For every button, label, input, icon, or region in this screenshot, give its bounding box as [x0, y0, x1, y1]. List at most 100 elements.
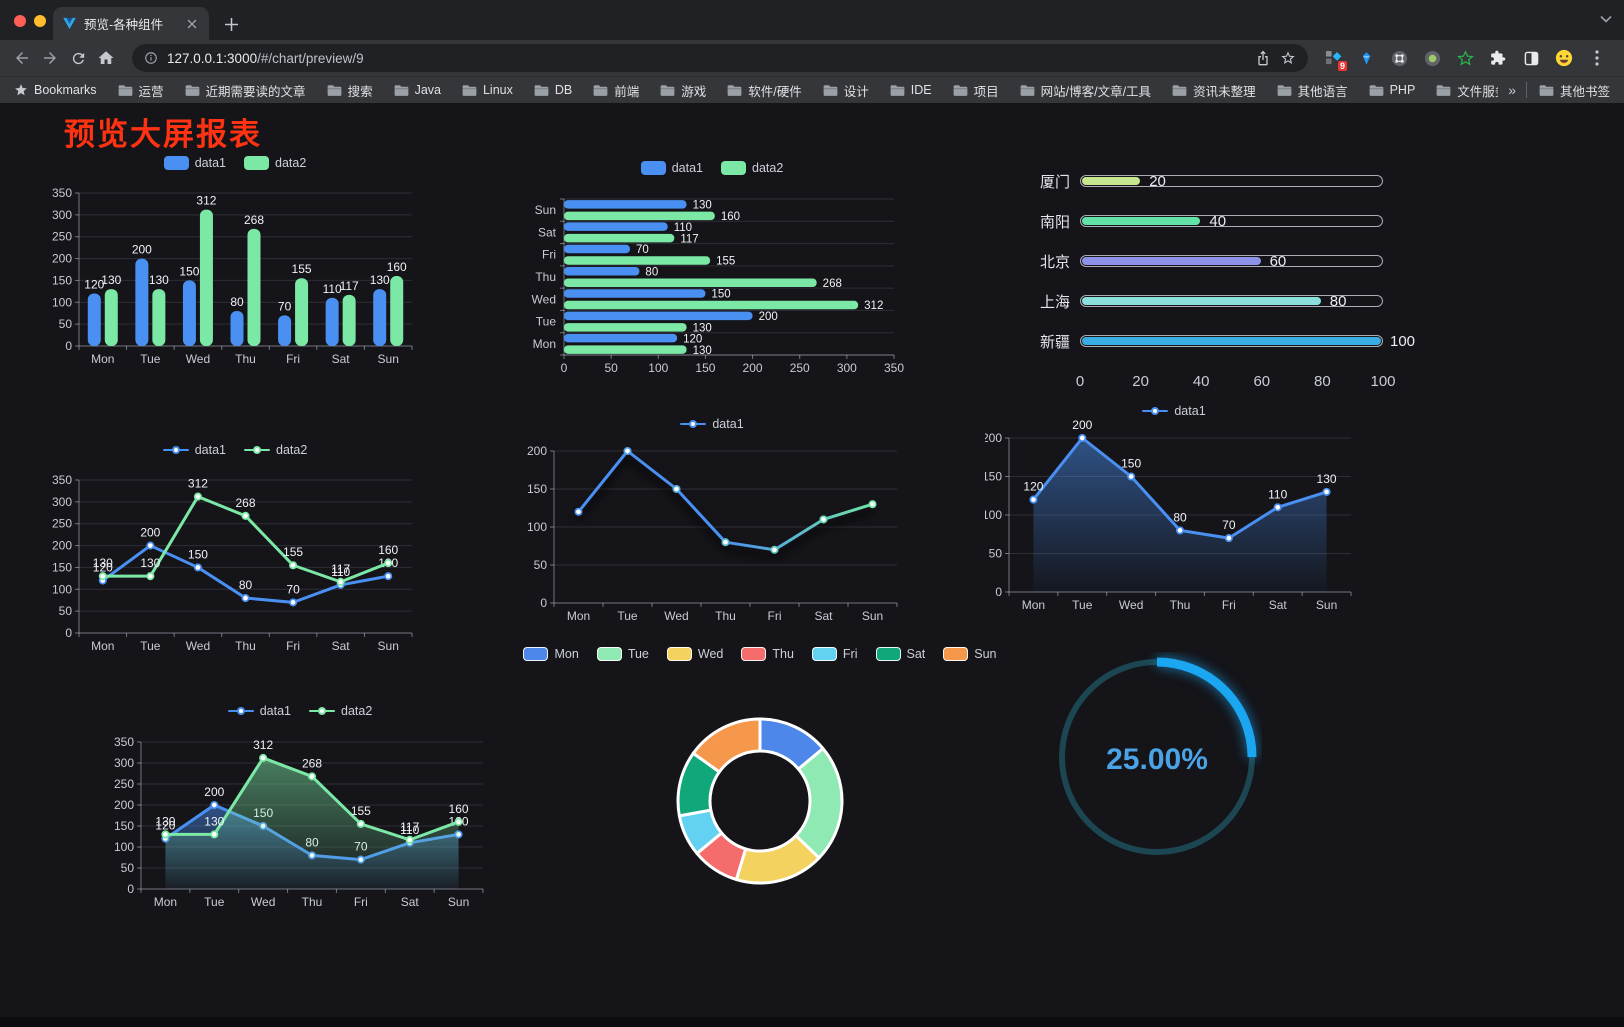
extension-monkey-icon[interactable]: 9: [1323, 48, 1347, 71]
progress-bar-chart: 厦门 20 南阳 40 北京 60 上海 80 新疆 100 0 20 40 60 80 100: [1000, 161, 1424, 401]
svg-text:Thu: Thu: [302, 895, 323, 909]
bookmark-star-button[interactable]: [1280, 50, 1296, 66]
tab-close-icon[interactable]: [184, 16, 200, 32]
folder-icon: [1539, 84, 1554, 97]
svg-text:268: 268: [823, 278, 842, 290]
legend-item-data1[interactable]: data1: [227, 704, 291, 718]
forward-button[interactable]: [36, 44, 64, 72]
url-text: 127.0.0.1:3000/#/chart/preview/9: [167, 51, 364, 66]
bookmark-item[interactable]: 文件服务器: [1436, 81, 1498, 100]
extension-emoji-icon[interactable]: [1554, 48, 1574, 68]
legend-item-Sat[interactable]: Sat: [875, 647, 926, 661]
bookmark-item[interactable]: 项目: [953, 81, 999, 100]
legend-item-data2[interactable]: data2: [244, 443, 307, 457]
bookmark-item[interactable]: Linux: [462, 83, 513, 97]
other-bookmarks-folder[interactable]: 其他书签: [1539, 81, 1610, 100]
svg-text:130: 130: [93, 556, 113, 570]
bookmark-item[interactable]: 网站/博客/文章/工具: [1020, 81, 1151, 100]
home-button[interactable]: [92, 44, 120, 72]
bookmark-item[interactable]: PHP: [1369, 83, 1416, 97]
legend-label: data2: [341, 704, 373, 718]
bookmark-item[interactable]: 其他语言: [1277, 81, 1348, 100]
bookmark-item[interactable]: Java: [394, 83, 441, 97]
bookmark-item[interactable]: 前端: [593, 81, 639, 100]
line-chart-canvas: 0 50 100 150 200 250 300 350 Mon Tue Wed Thu Fri Sat S…: [52, 473, 413, 653]
address-bar[interactable]: 127.0.0.1:3000/#/chart/preview/9: [132, 44, 1308, 72]
bookmarks-overflow-chevron[interactable]: »: [1508, 82, 1516, 98]
legend-label: data1: [194, 443, 226, 457]
share-button[interactable]: [1255, 50, 1271, 66]
bookmark-item[interactable]: 运营: [118, 81, 164, 100]
svg-text:200: 200: [743, 361, 763, 375]
bookmark-item[interactable]: DB: [534, 83, 572, 97]
bookmark-item[interactable]: 设计: [823, 81, 869, 100]
svg-text:200: 200: [52, 252, 72, 266]
legend-item-data1[interactable]: data1: [162, 443, 226, 457]
svg-text:Wed: Wed: [251, 895, 275, 909]
bookmark-item[interactable]: 资讯未整理: [1172, 81, 1256, 100]
legend-item-data1[interactable]: data1: [163, 156, 226, 170]
chart-legend: data1: [512, 417, 912, 431]
legend-item-Thu[interactable]: Thu: [741, 647, 794, 661]
legend-label: Sun: [974, 647, 997, 661]
svg-text:Fri: Fri: [354, 895, 368, 909]
extension-command-icon[interactable]: [1389, 48, 1409, 68]
legend-item-Sun[interactable]: Sun: [943, 647, 997, 661]
bookmark-item[interactable]: IDE: [890, 83, 932, 97]
legend-item-data1[interactable]: data1: [680, 417, 744, 431]
legend-item-data2[interactable]: data2: [721, 161, 783, 175]
legend-item-data1[interactable]: data1: [1142, 404, 1206, 418]
bookmark-item[interactable]: 搜索: [327, 81, 373, 100]
legend-marker-icon: [244, 156, 269, 170]
svg-text:Tue: Tue: [536, 315, 557, 329]
legend-item-Tue[interactable]: Tue: [596, 647, 649, 661]
svg-text:Mon: Mon: [91, 639, 114, 653]
share-icon: [1258, 50, 1268, 66]
close-window-button[interactable]: [14, 15, 26, 27]
extension-green-star-icon[interactable]: [1455, 48, 1475, 68]
extension-green-dot-icon[interactable]: [1422, 48, 1442, 68]
bookmark-item[interactable]: 游戏: [660, 81, 706, 100]
extension-gem-icon[interactable]: [1356, 48, 1376, 68]
legend-item-data2[interactable]: data2: [309, 704, 372, 718]
folder-icon: [1020, 84, 1035, 97]
back-button[interactable]: [8, 44, 36, 72]
svg-text:117: 117: [331, 562, 350, 576]
site-info-icon[interactable]: [144, 51, 158, 65]
reload-button[interactable]: [64, 44, 92, 72]
extensions-puzzle-icon[interactable]: [1488, 48, 1508, 68]
legend-item-Fri[interactable]: Fri: [811, 647, 858, 661]
bookmark-label: PHP: [1389, 83, 1416, 97]
svg-text:110: 110: [674, 222, 692, 234]
svg-text:Wed: Wed: [532, 292, 556, 306]
bookmarks-bar: Bookmarks 运营 近期需要读的文章 搜索 Java Linux DB 前端 游戏 软件/硬…: [0, 76, 1624, 103]
svg-text:120: 120: [1023, 480, 1043, 494]
browser-toolbar: 127.0.0.1:3000/#/chart/preview/9 9: [0, 40, 1624, 76]
legend-item-data1[interactable]: data1: [640, 161, 703, 175]
legend-item-data2[interactable]: data2: [244, 156, 306, 170]
svg-text:300: 300: [114, 756, 134, 770]
browser-menu-kebab-icon[interactable]: [1587, 48, 1607, 68]
donut-slice-Sun[interactable]: [691, 717, 762, 774]
legend-item-Wed[interactable]: Wed: [666, 647, 723, 661]
svg-text:0: 0: [995, 585, 1002, 599]
bookmark-item[interactable]: 软件/硬件: [727, 81, 802, 100]
gradient-line-chart: data1 0 50 100 150 200 Mon Tue Wed Thu Fri Sat Sun: [512, 409, 912, 627]
minimize-window-button[interactable]: [34, 15, 46, 27]
new-tab-button[interactable]: [219, 12, 243, 36]
extension-half-square-icon[interactable]: [1521, 48, 1541, 68]
svg-text:150: 150: [985, 470, 1002, 484]
svg-text:Thu: Thu: [1170, 598, 1191, 612]
legend-item-Mon[interactable]: Mon: [523, 647, 579, 661]
svg-text:130: 130: [693, 323, 712, 335]
tab-search-chevron-icon[interactable]: [1600, 15, 1612, 23]
svg-text:Mon: Mon: [1022, 598, 1045, 612]
bookmark-item[interactable]: 近期需要读的文章: [185, 81, 306, 100]
svg-text:200: 200: [132, 243, 152, 257]
bar-chart-canvas: 0 50 100 150 200 250 300 350 Mon Tue Wed Thu Fri Sat S…: [52, 186, 413, 366]
bookmark-label: DB: [554, 83, 573, 97]
bookmark-item-bookmarks[interactable]: Bookmarks: [14, 83, 97, 97]
browser-tab[interactable]: 预览-各种组件: [53, 7, 209, 40]
legend-label: Sat: [906, 647, 926, 661]
svg-text:130: 130: [693, 200, 712, 212]
